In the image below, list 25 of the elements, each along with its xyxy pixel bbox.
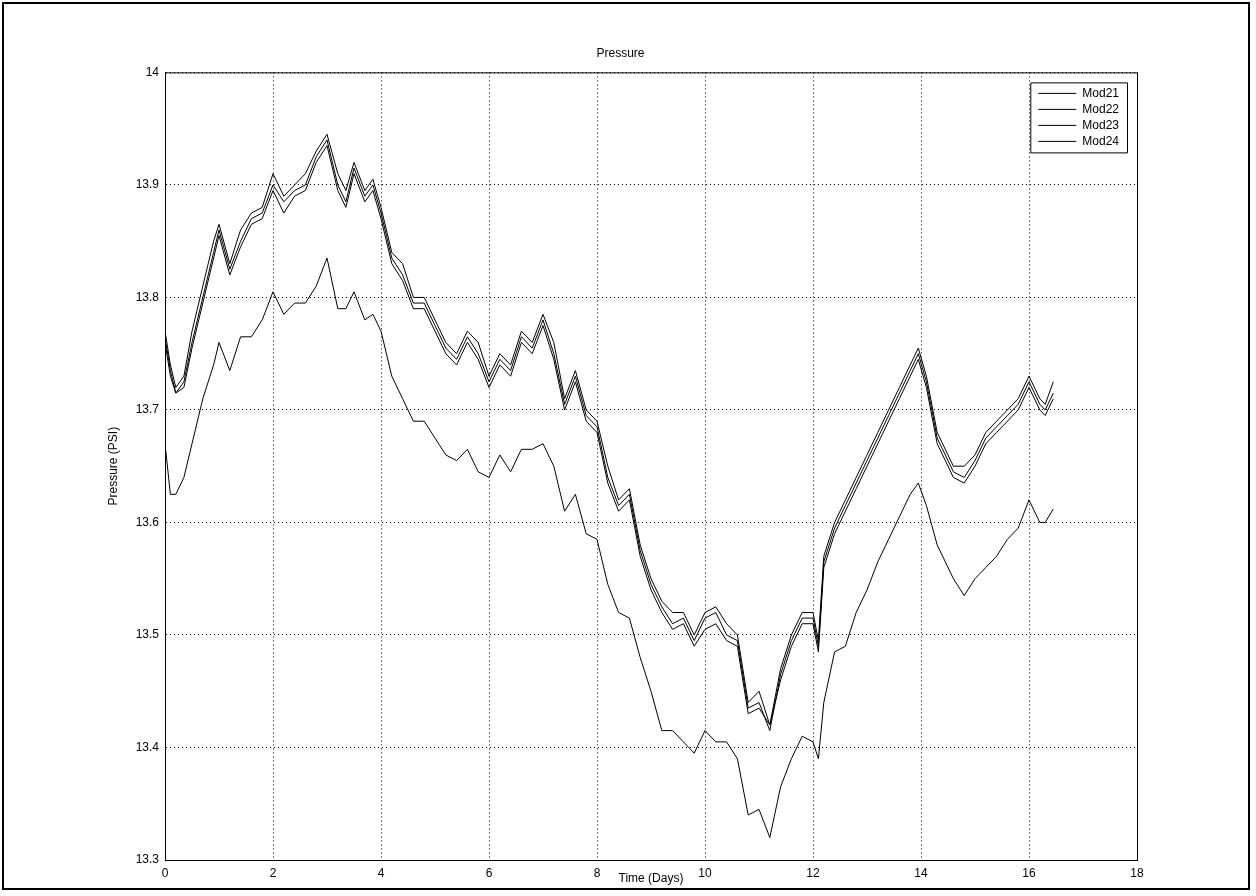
x-tick-label: 12 [806, 865, 820, 880]
x-tick-label: 6 [485, 865, 493, 880]
x-tick-label: 16 [1022, 865, 1036, 880]
y-tick-label: 13.4 [135, 739, 160, 754]
y-tick-label: 13.6 [135, 514, 160, 529]
x-tick-label: 2 [269, 865, 277, 880]
y-tick-label: 13.8 [135, 289, 160, 304]
x-tick-label: 4 [377, 865, 385, 880]
y-tick-label: 13.3 [135, 852, 160, 867]
x-tick-label: 8 [593, 865, 601, 880]
y-axis-title: Pressure (PSI) [105, 426, 120, 506]
x-tick-label: 10 [698, 865, 712, 880]
y-tick-label: 14 [145, 64, 160, 79]
y-tick-label: 13.5 [135, 627, 160, 642]
legend-label: Mod24 [1082, 133, 1120, 148]
legend-label: Mod23 [1082, 117, 1120, 132]
x-tick-label: 0 [161, 865, 169, 880]
y-tick-label: 13.9 [135, 177, 160, 192]
legend-label: Mod22 [1082, 101, 1120, 116]
legend-label: Mod21 [1082, 85, 1120, 100]
x-axis-title: Time (Days) [618, 871, 684, 886]
y-tick-label: 13.7 [135, 402, 160, 417]
x-tick-label: 14 [914, 865, 928, 880]
x-tick-label: 18 [1130, 865, 1144, 880]
chart-title: Pressure [596, 45, 645, 60]
